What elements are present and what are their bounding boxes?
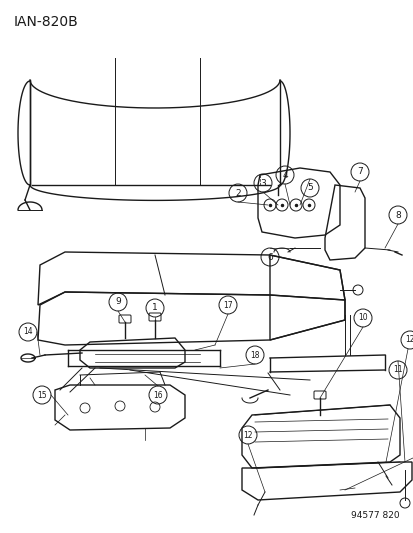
Text: 15: 15 — [37, 391, 47, 400]
Text: 94577 820: 94577 820 — [351, 511, 399, 520]
Text: 2: 2 — [235, 189, 240, 198]
Text: 8: 8 — [394, 211, 400, 220]
Text: 16: 16 — [153, 391, 162, 400]
Text: 10: 10 — [357, 313, 367, 322]
Text: 9: 9 — [115, 297, 121, 306]
Text: 14: 14 — [23, 327, 33, 336]
Text: IAN-820B: IAN-820B — [14, 15, 78, 29]
Text: 17: 17 — [223, 301, 232, 310]
Text: 4: 4 — [282, 171, 287, 180]
Text: 6: 6 — [266, 253, 272, 262]
Text: 1: 1 — [152, 303, 157, 312]
Text: 7: 7 — [356, 167, 362, 176]
Text: 12: 12 — [243, 431, 252, 440]
Text: 11: 11 — [392, 366, 402, 375]
Text: 18: 18 — [249, 351, 259, 359]
Text: 5: 5 — [306, 183, 312, 192]
Text: 3: 3 — [259, 179, 265, 188]
Text: 12: 12 — [404, 335, 413, 344]
